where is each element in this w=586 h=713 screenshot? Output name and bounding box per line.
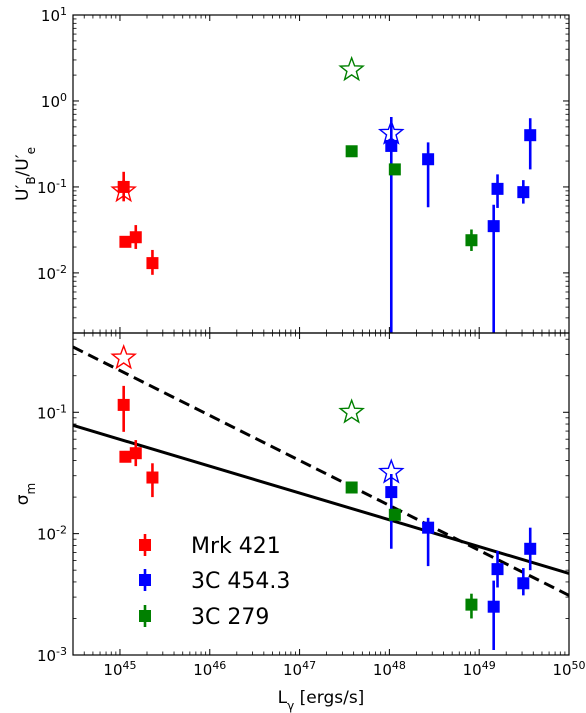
top-ylabel-prime2: ′: [13, 154, 33, 158]
data-point: [422, 521, 435, 534]
xlabel-rest: [ergs/s]: [294, 688, 364, 708]
y-tick-label: 10-1: [37, 402, 67, 423]
x-tick-label: 1046: [193, 659, 226, 680]
star-marker: [377, 119, 405, 145]
data-point: [129, 231, 142, 244]
data-point: [491, 563, 504, 576]
data-point: [487, 220, 500, 233]
data-point: [465, 598, 478, 611]
xlabel-main: L: [278, 688, 288, 708]
bottom-ylabel-main: σ: [13, 494, 33, 505]
top-ylabel-sub1: B: [24, 176, 38, 184]
x-axis-label: Lγ [ergs/s]: [278, 688, 365, 713]
x-tick-label: 1047: [283, 659, 316, 680]
legend-label: 3C 279: [191, 605, 269, 630]
data-point: [385, 139, 398, 152]
legend-label: 3C 454.3: [191, 569, 290, 594]
data-point: [524, 129, 537, 142]
y-tick-label: 10-3: [37, 645, 67, 666]
bottom-panel: 10-3 10-2 10-1 1045 1046 1047 1048 1049 1050 σm: [13, 332, 586, 680]
data-point: [345, 481, 358, 494]
y-tick-label: 10-2: [37, 262, 67, 283]
data-point: [119, 450, 132, 463]
dashed-fit-line: [73, 345, 569, 597]
data-point: [524, 542, 537, 555]
x-tick-label: 1050: [552, 659, 585, 680]
x-tick-label: 1048: [373, 659, 406, 680]
xlabel-sub: γ: [287, 699, 294, 713]
top-data-marks: [110, 55, 537, 333]
bottom-fit-lines: [73, 345, 569, 597]
data-point: [129, 447, 142, 460]
data-point: [117, 398, 130, 411]
top-ylabel-sub2: e: [24, 147, 38, 154]
data-point: [517, 186, 530, 199]
bottom-data-marks: [110, 343, 537, 650]
bottom-panel-frame: [72, 332, 570, 656]
bottom-ylabel-sub: m: [24, 483, 38, 495]
top-ylabel-prime: ′: [13, 185, 33, 189]
data-point: [388, 508, 401, 521]
data-point: [146, 257, 159, 270]
top-y-ticks: 10-2 10-1 100 101: [37, 5, 569, 334]
star-marker: [377, 458, 405, 484]
data-point: [119, 235, 132, 248]
top-ylabel-main: U: [13, 189, 33, 201]
bottom-y-axis-label: σm: [13, 483, 38, 505]
data-point: [388, 163, 401, 176]
data-point: [385, 486, 398, 499]
x-tick-label: 1049: [463, 659, 496, 680]
bottom-y-ticks: 10-3 10-2 10-1: [37, 338, 569, 666]
legend: Mrk 421 3C 454.3 3C 279: [139, 534, 290, 630]
data-point: [491, 182, 504, 195]
star-marker: [110, 176, 138, 203]
y-tick-label: 10-1: [37, 176, 67, 197]
top-ylabel-sep: /U: [13, 158, 33, 176]
legend-marker: [139, 610, 151, 622]
data-point: [517, 577, 530, 590]
data-point: [146, 471, 159, 484]
data-point: [117, 180, 130, 193]
data-point: [345, 145, 358, 158]
legend-label: Mrk 421: [191, 534, 281, 559]
legend-marker: [139, 574, 151, 586]
y-tick-label: 10-2: [37, 523, 67, 544]
y-tick-label: 101: [41, 5, 67, 26]
star-marker: [338, 398, 365, 424]
data-point: [422, 153, 435, 166]
data-point: [465, 234, 478, 247]
x-tick-label: 1045: [103, 659, 136, 680]
star-marker: [110, 343, 138, 370]
star-marker: [338, 55, 365, 82]
top-y-axis-label: U′B/U′e: [13, 147, 38, 201]
solid-fit-line: [73, 423, 569, 575]
data-point: [487, 600, 500, 613]
y-tick-label: 100: [41, 90, 67, 111]
legend-marker: [139, 539, 151, 551]
